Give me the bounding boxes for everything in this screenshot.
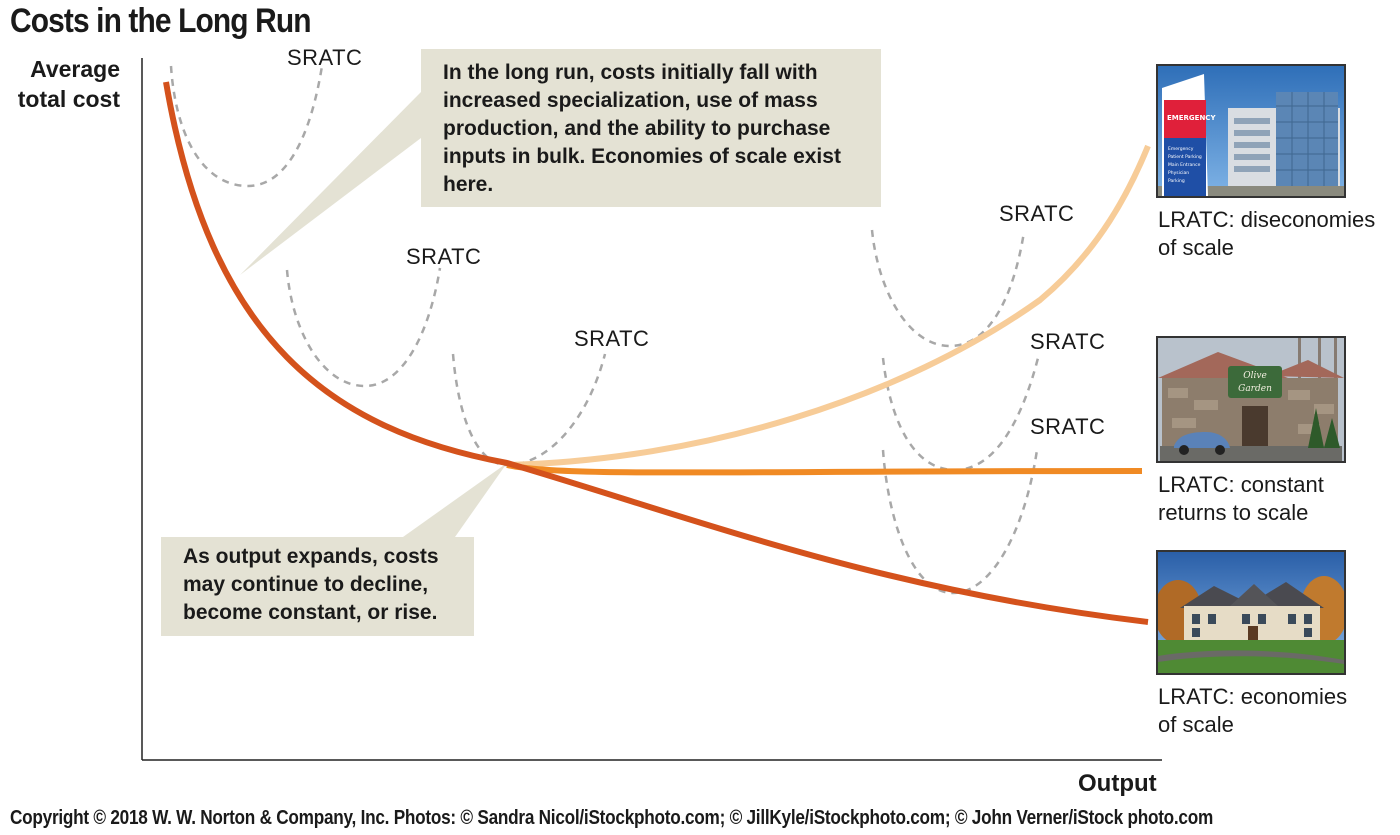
sratc-curve-3 xyxy=(451,353,607,467)
sratc-label-3: SRATC xyxy=(574,326,650,351)
restaurant-illustration: Olive Garden xyxy=(1158,338,1344,461)
sratc-curve-2 xyxy=(285,267,442,388)
hospital-illustration: EMERGENCY Emergency Patient Parking Main… xyxy=(1158,66,1344,196)
hospital-photo: EMERGENCY Emergency Patient Parking Main… xyxy=(1156,64,1346,198)
diseconomies-caption: LRATC: diseconomies of scale xyxy=(1158,206,1375,262)
diseconomies-caption-line1: LRATC: diseconomies xyxy=(1158,207,1376,232)
sratc-curve-1 xyxy=(169,65,324,188)
lratc-economies-curve xyxy=(163,81,1149,625)
sratc-label-5: SRATC xyxy=(1030,329,1106,354)
sratc-label-2: SRATC xyxy=(406,244,482,269)
y-axis-label-line2: total cost xyxy=(17,86,120,112)
restaurant-photo: Olive Garden xyxy=(1156,336,1346,463)
diseconomies-caption-line2: of scale xyxy=(1158,235,1234,260)
y-axis-label: Average total cost xyxy=(8,54,120,114)
hospital-sign-line-4: Physician xyxy=(1168,170,1189,176)
hospital-sign-line-1: Emergency xyxy=(1168,146,1194,152)
constant-caption-line1: LRATC: constant xyxy=(1158,472,1324,497)
x-axis-label: Output xyxy=(1078,770,1157,797)
house-illustration xyxy=(1158,552,1344,673)
hospital-sign-line-5: Parking xyxy=(1168,178,1185,184)
economies-caption-line1: LRATC: economies xyxy=(1158,684,1348,709)
economies-callout: In the long run, costs initially fall wi… xyxy=(421,49,881,207)
sratc-label-1: SRATC xyxy=(287,45,363,70)
expansion-callout: As output expands, costs may continue to… xyxy=(161,537,474,636)
economies-caption-line2: of scale xyxy=(1158,712,1234,737)
hospital-sign-line-3: Main Entrance xyxy=(1168,162,1201,168)
restaurant-sign-line1: Olive xyxy=(1243,371,1267,381)
lratc-constant-curve xyxy=(506,462,1143,476)
house-photo xyxy=(1156,550,1346,675)
bottom-callout-pointer xyxy=(403,463,507,537)
sratc-curve-4 xyxy=(870,229,1026,348)
copyright-line: Copyright © 2018 W. W. Norton & Company,… xyxy=(10,807,1214,829)
constant-caption: LRATC: constant returns to scale xyxy=(1158,471,1324,527)
sratc-label-6: SRATC xyxy=(1030,414,1106,439)
sratc-label-4: SRATC xyxy=(999,201,1075,226)
top-callout-pointer xyxy=(240,92,421,275)
economies-caption: LRATC: economies of scale xyxy=(1158,683,1347,739)
restaurant-sign-line2: Garden xyxy=(1238,384,1272,394)
constant-caption-line2: returns to scale xyxy=(1158,500,1309,525)
lratc-diseconomies-curve xyxy=(506,144,1151,468)
sratc-curve-6 xyxy=(881,449,1039,595)
y-axis-label-line1: Average xyxy=(30,56,120,82)
page-title: Costs in the Long Run xyxy=(10,2,312,40)
hospital-sign-text: EMERGENCY xyxy=(1167,114,1216,122)
hospital-sign-line-2: Patient Parking xyxy=(1168,154,1202,160)
